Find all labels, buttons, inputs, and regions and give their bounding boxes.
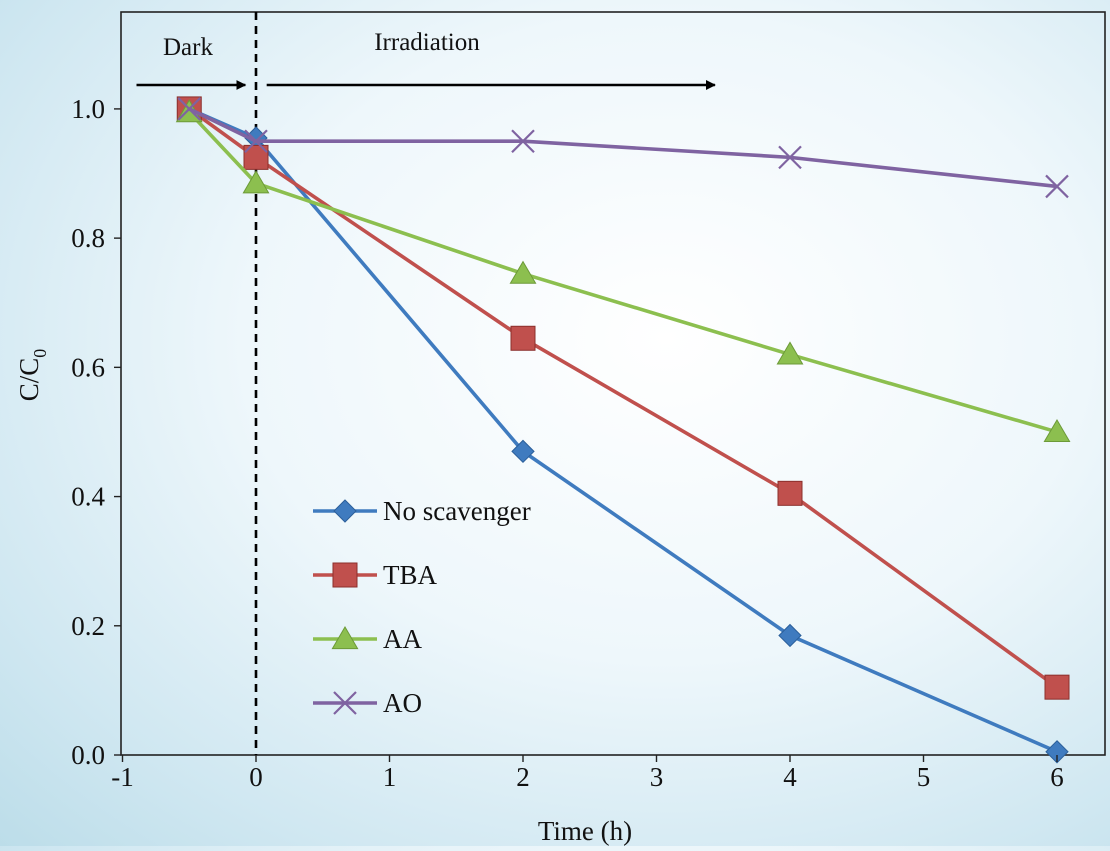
data-point bbox=[244, 129, 268, 153]
x-tick-label: 5 bbox=[917, 762, 931, 792]
y-tick-label: 1.0 bbox=[71, 94, 105, 124]
legend-label: No scavenger bbox=[383, 496, 531, 526]
data-point bbox=[1043, 418, 1071, 443]
x-tick-label: 1 bbox=[383, 762, 397, 792]
y-tick-label: 0.4 bbox=[71, 482, 105, 512]
data-point bbox=[177, 97, 202, 121]
legend-marker bbox=[332, 562, 358, 588]
data-point bbox=[778, 145, 802, 170]
y-tick-label: 0.2 bbox=[71, 611, 105, 641]
legend: No scavenger TBA AA AO bbox=[313, 496, 531, 718]
legend-label: TBA bbox=[383, 560, 438, 590]
series-ao bbox=[177, 97, 1069, 199]
series-no-scavenger bbox=[177, 97, 1069, 764]
legend-item: AA bbox=[313, 624, 422, 654]
legend-label: AA bbox=[383, 624, 422, 654]
series-line bbox=[188, 107, 1058, 189]
data-point bbox=[242, 170, 270, 194]
x-tick-label: 6 bbox=[1050, 762, 1064, 792]
y-tick-label: 0.8 bbox=[71, 223, 105, 253]
x-axis-title: Time (h) bbox=[538, 816, 632, 846]
data-point bbox=[1045, 174, 1069, 199]
dark-label: Dark bbox=[163, 34, 213, 61]
series-aa bbox=[175, 99, 1071, 443]
legend-marker bbox=[333, 499, 357, 523]
data-point bbox=[510, 325, 536, 351]
data-point bbox=[509, 260, 537, 284]
legend-label: AO bbox=[383, 688, 422, 718]
data-point bbox=[778, 623, 802, 648]
x-tick-label: 4 bbox=[783, 762, 797, 792]
legend-item: TBA bbox=[313, 560, 438, 590]
x-tick-label: -1 bbox=[111, 762, 134, 792]
data-point bbox=[1045, 740, 1069, 764]
irradiation-label: Irradiation bbox=[374, 29, 480, 56]
y-tick-label: 0.6 bbox=[71, 352, 105, 382]
data-point bbox=[511, 129, 535, 153]
data-point bbox=[776, 341, 804, 365]
x-tick-label: 3 bbox=[650, 762, 664, 792]
x-tick-label: 2 bbox=[516, 762, 530, 792]
legend-marker bbox=[331, 626, 359, 650]
series-line bbox=[188, 107, 1059, 689]
plot-area bbox=[120, 11, 1106, 756]
y-tick-label: 0.0 bbox=[71, 740, 105, 770]
data-point bbox=[777, 480, 803, 506]
y-axis-title: C/C0 bbox=[14, 349, 50, 402]
data-point bbox=[511, 439, 535, 464]
legend-item: AO bbox=[313, 688, 422, 718]
x-tick-label: 0 bbox=[249, 762, 263, 792]
svg-text:C/C0: C/C0 bbox=[14, 349, 50, 402]
legend-item: No scavenger bbox=[313, 496, 531, 526]
data-point bbox=[1044, 674, 1070, 700]
series-line bbox=[187, 110, 1058, 434]
legend-marker bbox=[333, 691, 357, 715]
